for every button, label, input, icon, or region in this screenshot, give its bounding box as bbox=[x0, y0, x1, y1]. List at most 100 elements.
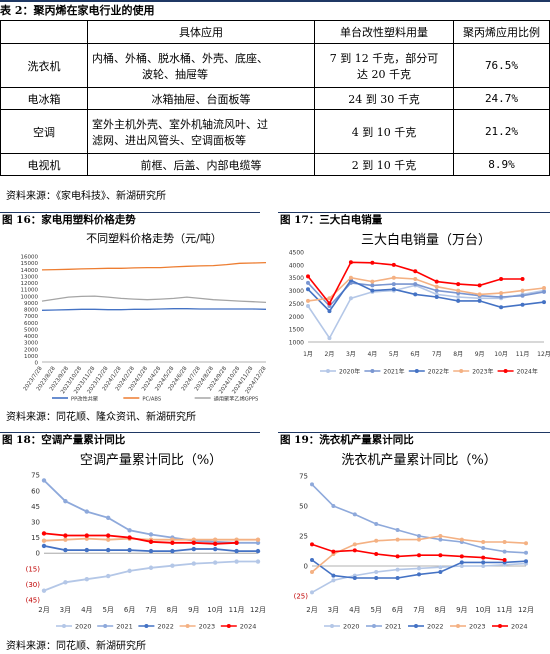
data-point bbox=[456, 298, 461, 303]
y-tick-label: (15) bbox=[26, 565, 41, 573]
data-point bbox=[213, 541, 218, 547]
data-point bbox=[477, 292, 482, 297]
table-header: 单台改性塑料用量 bbox=[314, 20, 454, 44]
series-line bbox=[307, 282, 545, 308]
data-point bbox=[417, 534, 421, 538]
data-point bbox=[327, 336, 332, 341]
data-point bbox=[331, 549, 336, 554]
y-tick-label: 3000 bbox=[289, 288, 304, 295]
series-line bbox=[41, 308, 267, 311]
data-point bbox=[374, 576, 379, 580]
fig17-title: 图 17：三大白电销量 bbox=[280, 214, 383, 226]
divider bbox=[0, 212, 260, 213]
y-tick-label: 1000 bbox=[289, 340, 304, 347]
y-tick-label: 0 bbox=[35, 361, 39, 367]
data-point bbox=[310, 558, 314, 562]
data-point bbox=[395, 537, 400, 542]
data-point bbox=[374, 552, 379, 556]
legend-label: 2023 bbox=[199, 623, 216, 631]
legend-marker bbox=[103, 624, 108, 628]
application-cell: 冰箱抽屉、台面板等 bbox=[87, 87, 315, 110]
table-header-row: 具体应用 单台改性塑料用量 聚丙烯应用比例 bbox=[0, 20, 550, 44]
application-cell: 室外主机外壳、室外机轴流风叶、过 滤网、进出风管头、空调面板等 bbox=[87, 109, 315, 154]
table-header: 具体应用 bbox=[87, 20, 315, 44]
x-tick-label: 12月 bbox=[250, 606, 266, 614]
data-point bbox=[413, 292, 418, 297]
chart-fig18: 空调产量累计同比（%） (45) (30) (15) 0 15 30 45 60 75 2月 3月 4月… bbox=[26, 453, 266, 631]
data-point bbox=[459, 564, 464, 568]
data-point bbox=[170, 548, 175, 554]
data-point bbox=[417, 572, 421, 577]
y-tick-label: 75 bbox=[31, 472, 40, 480]
data-point bbox=[456, 282, 461, 287]
legend-marker bbox=[62, 624, 66, 628]
y-tick-label: 11000 bbox=[21, 288, 39, 294]
legend-marker bbox=[503, 369, 508, 373]
data-point bbox=[459, 554, 464, 559]
data-point bbox=[413, 269, 418, 274]
table-row: 洗衣机 内桶、外桶、脱水桶、外壳、底座、 波轮、抽屉等 7 到 12 千克，部分可… bbox=[0, 43, 550, 88]
data-point bbox=[213, 546, 218, 552]
chart-title: 空调产量累计同比（%） bbox=[80, 453, 222, 468]
data-point bbox=[331, 573, 336, 578]
data-point bbox=[524, 541, 528, 546]
data-point bbox=[310, 482, 314, 487]
data-point bbox=[84, 577, 90, 582]
mid-source: 资料来源：同花顺、隆众资讯、新湖研究所 bbox=[6, 412, 196, 423]
data-point bbox=[148, 532, 154, 537]
data-point bbox=[499, 295, 504, 299]
data-point bbox=[520, 302, 525, 307]
x-tick-label: 12月 bbox=[518, 606, 534, 614]
x-tick-label: 4月 bbox=[349, 606, 360, 614]
x-tick-label: 8月 bbox=[435, 606, 446, 614]
data-point bbox=[395, 576, 400, 580]
data-point bbox=[191, 546, 196, 552]
data-point bbox=[502, 549, 507, 554]
legend-label: 2021 bbox=[385, 623, 402, 631]
data-point bbox=[456, 295, 461, 299]
data-point bbox=[520, 277, 525, 281]
legend-label: 2023年 bbox=[472, 368, 493, 376]
chart-fig16: 不同塑料价格走势（元/吨） 010002000300040005000600070… bbox=[21, 231, 268, 403]
legend-marker bbox=[326, 369, 330, 373]
series-line bbox=[41, 261, 267, 271]
y-tick-label: 3500 bbox=[289, 275, 304, 282]
legend-label: 2024年 bbox=[517, 368, 538, 376]
y-tick-label: 30 bbox=[31, 519, 40, 527]
legend-marker bbox=[185, 624, 190, 628]
data-point bbox=[413, 282, 418, 287]
legend-marker bbox=[330, 624, 334, 628]
legend-label: 2024 bbox=[511, 623, 528, 631]
data-point bbox=[127, 535, 132, 540]
data-point bbox=[63, 580, 68, 585]
legend-marker bbox=[226, 624, 231, 628]
legend-marker bbox=[372, 624, 376, 628]
data-point bbox=[148, 565, 154, 570]
data-point bbox=[84, 547, 90, 553]
y-tick-label: 6000 bbox=[24, 321, 38, 327]
legend-marker bbox=[459, 369, 464, 373]
data-point bbox=[374, 522, 379, 526]
data-point bbox=[502, 558, 507, 562]
legend-label: 2020 bbox=[343, 623, 360, 631]
table-header: 聚丙烯应用比例 bbox=[453, 20, 550, 44]
divider bbox=[278, 212, 550, 213]
y-tick-label: 50 bbox=[299, 503, 308, 511]
y-tick-label: 16000 bbox=[21, 255, 39, 261]
data-point bbox=[331, 504, 336, 508]
data-point bbox=[391, 282, 396, 287]
y-tick-label: 1000 bbox=[24, 354, 38, 360]
data-point bbox=[352, 576, 357, 580]
data-point bbox=[348, 296, 353, 301]
data-point bbox=[477, 298, 482, 303]
data-point bbox=[499, 305, 504, 310]
y-tick-label: 7000 bbox=[24, 314, 38, 320]
x-tick-label: 4月 bbox=[81, 606, 92, 614]
data-point bbox=[391, 262, 396, 267]
data-point bbox=[459, 537, 464, 542]
data-point bbox=[41, 531, 47, 536]
x-tick-label: 11月 bbox=[497, 606, 513, 614]
y-tick-label: (25) bbox=[294, 593, 309, 601]
table-row: 电视机 前框、后盖、内部电缆等 2 到 10 千克 8.9% bbox=[0, 153, 550, 176]
y-tick-label: 9000 bbox=[24, 301, 38, 307]
